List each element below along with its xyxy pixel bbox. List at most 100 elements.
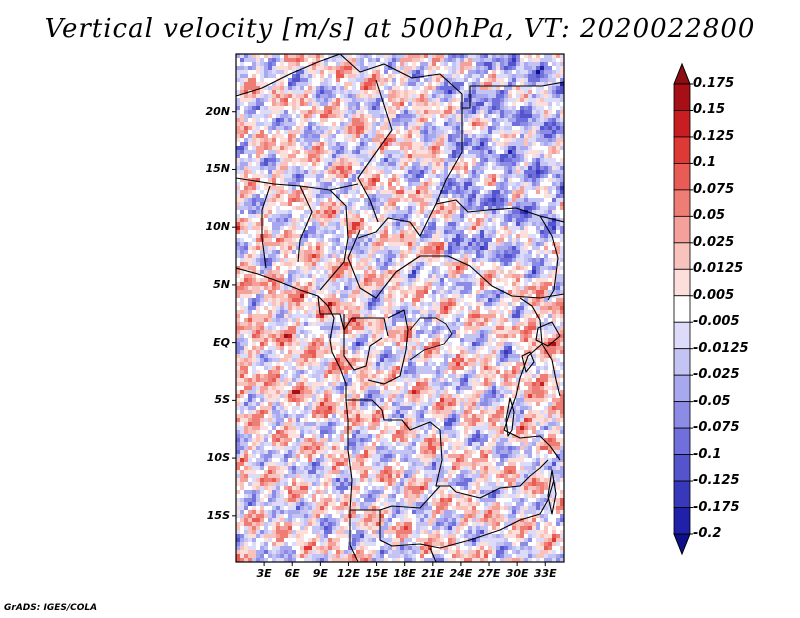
field-cell <box>416 278 420 282</box>
field-cell <box>260 190 264 194</box>
field-cell <box>524 282 528 286</box>
field-cell <box>536 254 540 258</box>
field-cell <box>404 210 408 214</box>
field-cell <box>296 82 300 86</box>
field-cell <box>440 246 444 250</box>
field-cell <box>268 146 272 150</box>
field-cell <box>304 90 308 94</box>
field-cell <box>492 142 496 146</box>
field-cell <box>480 254 484 258</box>
field-cell <box>484 62 488 66</box>
field-cell <box>480 238 484 242</box>
field-cell <box>496 254 500 258</box>
field-cell <box>468 130 472 134</box>
field-cell <box>316 274 320 278</box>
field-cell <box>520 294 524 298</box>
field-cell <box>312 210 316 214</box>
field-cell <box>320 158 324 162</box>
field-cell <box>444 294 448 298</box>
field-cell <box>388 222 392 226</box>
field-cell <box>264 86 268 90</box>
field-cell <box>316 214 320 218</box>
field-cell <box>404 242 408 246</box>
field-cell <box>252 130 256 134</box>
field-cell <box>516 70 520 74</box>
field-cell <box>300 94 304 98</box>
field-cell <box>336 222 340 226</box>
field-cell <box>292 282 296 286</box>
field-cell <box>324 94 328 98</box>
field-cell <box>468 158 472 162</box>
field-cell <box>484 158 488 162</box>
field-cell <box>344 198 348 202</box>
field-cell <box>276 218 280 222</box>
field-cell <box>516 278 520 282</box>
field-cell <box>360 78 364 82</box>
field-cell <box>376 78 380 82</box>
field-cell <box>244 290 248 294</box>
field-cell <box>240 226 244 230</box>
field-cell <box>452 290 456 294</box>
field-cell <box>364 266 368 270</box>
field-cell <box>508 262 512 266</box>
field-cell <box>364 114 368 118</box>
field-cell <box>248 70 252 74</box>
field-cell <box>284 230 288 234</box>
field-cell <box>540 270 544 274</box>
field-cell <box>364 214 368 218</box>
field-cell <box>252 138 256 142</box>
field-cell <box>452 178 456 182</box>
field-cell <box>372 206 376 210</box>
field-cell <box>472 94 476 98</box>
field-cell <box>464 266 468 270</box>
field-cell <box>408 182 412 186</box>
field-cell <box>236 258 240 262</box>
field-cell <box>432 66 436 70</box>
field-cell <box>352 238 356 242</box>
field-cell <box>472 58 476 62</box>
field-cell <box>244 246 248 250</box>
field-cell <box>484 170 488 174</box>
field-cell <box>536 270 540 274</box>
field-cell <box>300 290 304 294</box>
field-cell <box>280 290 284 294</box>
field-cell <box>340 94 344 98</box>
field-cell <box>336 94 340 98</box>
field-cell <box>316 134 320 138</box>
field-cell <box>556 162 560 166</box>
field-cell <box>540 278 544 282</box>
field-cell <box>284 206 288 210</box>
field-cell <box>388 230 392 234</box>
field-cell <box>244 210 248 214</box>
field-cell <box>440 162 444 166</box>
field-cell <box>456 198 460 202</box>
field-cell <box>520 82 524 86</box>
field-cell <box>432 62 436 66</box>
field-cell <box>316 146 320 150</box>
field-cell <box>360 166 364 170</box>
field-cell <box>376 98 380 102</box>
field-cell <box>504 154 508 158</box>
field-cell <box>336 102 340 106</box>
field-cell <box>404 114 408 118</box>
field-cell <box>268 290 272 294</box>
field-cell <box>492 162 496 166</box>
field-cell <box>252 134 256 138</box>
field-cell <box>452 134 456 138</box>
field-cell <box>544 230 548 234</box>
field-cell <box>560 226 564 230</box>
field-cell <box>340 270 344 274</box>
field-cell <box>308 142 312 146</box>
field-cell <box>412 246 416 250</box>
field-cell <box>384 154 388 158</box>
field-cell <box>320 74 324 78</box>
field-cell <box>256 250 260 254</box>
field-cell <box>348 274 352 278</box>
field-cell <box>260 62 264 66</box>
field-cell <box>244 110 248 114</box>
field-cell <box>432 70 436 74</box>
field-cell <box>432 258 436 262</box>
field-cell <box>276 82 280 86</box>
field-cell <box>416 70 420 74</box>
field-cell <box>332 86 336 90</box>
